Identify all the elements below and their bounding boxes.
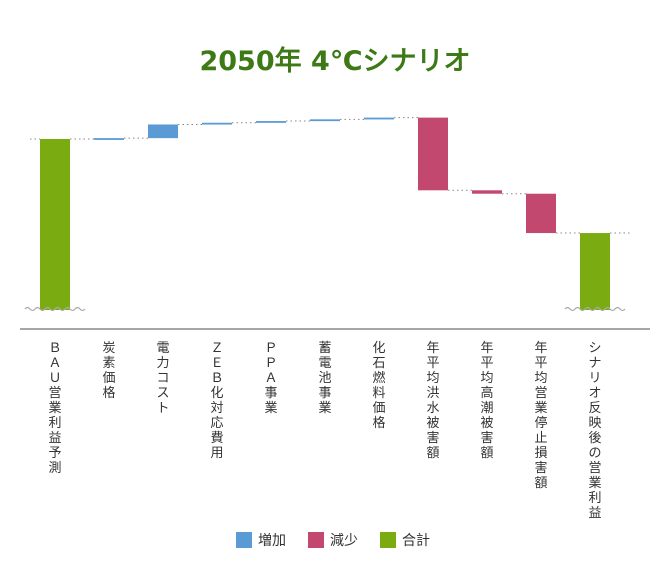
category-label: 年平均洪水被害額 (426, 341, 439, 461)
category-label: 化石燃料価格 (372, 341, 385, 431)
bar-11 (580, 233, 610, 310)
bar-10 (526, 193, 556, 234)
legend-item: 減少 (308, 532, 358, 549)
legend-label: 増加 (258, 533, 286, 549)
category-labels: ＢＡＵ営業利益予測 炭素価格 電力コスト ＺＥＢ化対応費用 ＰＰＡ事業 蓄電池事業 化石燃料… (48, 341, 601, 521)
category-label: シナリオ反映後の営業利益 (588, 341, 601, 521)
connector-lines (30, 117, 632, 234)
axis-break-11 (564, 306, 626, 312)
bar-2 (94, 138, 124, 140)
category-label: ＰＰＡ事業 (264, 341, 277, 416)
category-label: ＢＡＵ営業利益予測 (48, 341, 61, 476)
axis-break-marks (24, 306, 626, 312)
bar-1 (40, 139, 70, 310)
legend-label: 減少 (330, 532, 358, 549)
bar-8 (418, 117, 448, 191)
category-label: 年平均営業停止損害額 (534, 341, 547, 491)
bar-4 (202, 122, 232, 125)
legend-swatch (380, 532, 396, 548)
bar-9 (472, 190, 502, 194)
category-label: 蓄電池事業 (318, 341, 331, 416)
legend-label: 合計 (402, 533, 430, 549)
category-label: ＺＥＢ化対応費用 (210, 341, 223, 461)
legend-swatch (236, 532, 252, 548)
category-label: 年平均高潮被害額 (480, 341, 493, 461)
bar-3 (148, 124, 178, 139)
bars (40, 117, 610, 310)
chart-title: 2050年 4℃シナリオ (199, 45, 470, 77)
bar-7 (364, 117, 394, 120)
category-label: 炭素価格 (102, 341, 115, 401)
legend-swatch (308, 532, 324, 548)
legend: 増加 減少 合計 (236, 532, 430, 549)
legend-item: 合計 (380, 532, 430, 549)
bar-5 (256, 121, 286, 123)
bar-6 (310, 119, 340, 122)
legend-item: 増加 (236, 532, 286, 549)
category-label: 電力コスト (156, 341, 169, 416)
axis-break-1 (24, 306, 86, 312)
